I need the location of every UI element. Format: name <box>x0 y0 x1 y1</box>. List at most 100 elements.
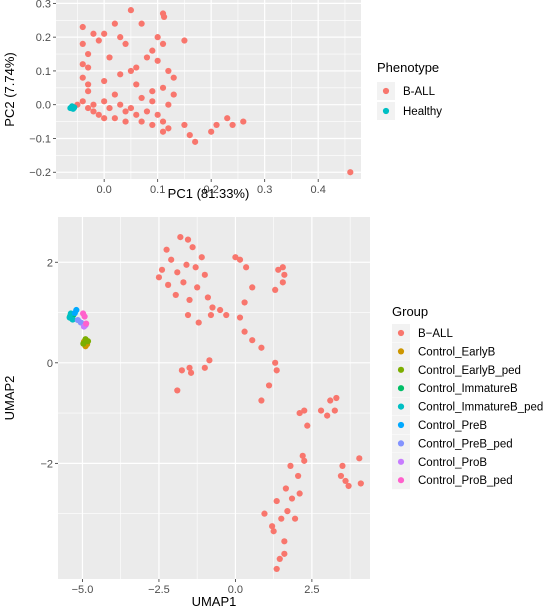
y-tick-label: −2 <box>40 458 53 470</box>
data-point <box>117 71 124 78</box>
data-point <box>85 50 92 58</box>
data-point <box>168 256 175 263</box>
data-point <box>143 108 151 115</box>
y-tick-label: −0.2 <box>29 167 51 179</box>
data-point <box>184 236 192 243</box>
data-point <box>186 364 193 371</box>
data-point <box>209 304 216 311</box>
data-point <box>331 407 338 414</box>
data-point <box>273 497 280 505</box>
data-point <box>281 538 288 545</box>
data-point <box>101 115 108 122</box>
data-point <box>232 254 239 261</box>
data-point <box>181 37 188 44</box>
data-point <box>159 84 167 91</box>
data-point <box>122 40 129 48</box>
data-point <box>194 284 201 291</box>
legend-label: Control_EarlyB <box>418 346 496 358</box>
legend-label: Control_PreB <box>418 420 487 432</box>
data-point <box>236 314 244 321</box>
data-point <box>90 30 97 37</box>
legend-key <box>397 329 405 337</box>
legend-label: B-ALL <box>403 86 436 98</box>
x-tick-label: 0.2 <box>204 184 219 196</box>
data-point <box>127 104 135 112</box>
data-point <box>133 64 140 71</box>
legend-key <box>397 385 405 392</box>
data-point <box>95 111 102 118</box>
data-point <box>357 480 364 487</box>
data-point <box>85 88 92 95</box>
y-tick-label: 0 <box>47 358 53 370</box>
data-point <box>192 138 199 145</box>
data-point <box>284 508 291 515</box>
data-point <box>275 266 282 273</box>
data-point <box>174 269 181 276</box>
data-point <box>159 128 167 135</box>
legend-label: Control_ImmatureB <box>418 383 518 395</box>
data-point <box>154 57 161 64</box>
data-point <box>339 462 346 469</box>
y-tick-label: 0.1 <box>36 66 51 78</box>
data-point <box>345 482 352 490</box>
data-point <box>189 244 196 251</box>
data-point <box>106 54 113 61</box>
x-tick-label: −5.0 <box>72 584 94 596</box>
data-point <box>317 407 325 414</box>
data-point <box>122 118 129 125</box>
y-tick-label: 0.2 <box>36 32 51 44</box>
data-point <box>282 485 289 492</box>
data-point <box>195 319 202 326</box>
data-point <box>241 299 248 306</box>
legend-key <box>397 366 405 373</box>
data-point <box>101 77 108 85</box>
data-point <box>122 108 129 115</box>
data-point <box>79 40 86 48</box>
data-point <box>85 81 92 88</box>
data-point <box>204 294 211 301</box>
data-point <box>127 7 135 14</box>
data-point <box>111 91 118 98</box>
data-point <box>85 104 92 112</box>
data-point <box>174 387 181 394</box>
data-point <box>170 91 177 98</box>
data-point <box>180 279 187 286</box>
data-point <box>281 550 288 557</box>
x-tick-label: 0.4 <box>311 184 326 196</box>
data-point <box>347 169 354 176</box>
data-point <box>327 397 334 404</box>
data-point <box>165 67 172 75</box>
data-point <box>217 306 224 314</box>
legend-key <box>382 107 390 115</box>
data-point <box>101 98 108 105</box>
x-axis-title: PC1 (81.33%) <box>168 186 250 201</box>
data-point <box>154 34 161 41</box>
data-point <box>79 98 86 105</box>
data-point <box>291 515 299 522</box>
data-point <box>265 382 273 389</box>
data-point <box>160 13 168 20</box>
data-point <box>273 565 280 573</box>
data-point <box>258 344 265 351</box>
data-point <box>79 61 86 68</box>
data-point <box>95 37 102 44</box>
data-point <box>276 555 283 562</box>
data-point <box>192 264 199 271</box>
data-point <box>207 311 215 319</box>
x-tick-label: −2.5 <box>148 584 170 596</box>
data-point <box>270 528 277 535</box>
data-point <box>79 23 86 31</box>
data-point <box>138 94 145 102</box>
data-point <box>117 34 124 41</box>
data-point <box>158 266 166 273</box>
data-point <box>208 128 215 135</box>
data-point <box>154 111 161 118</box>
x-tick-label: 0.1 <box>150 184 165 196</box>
data-point <box>186 296 193 304</box>
data-point <box>324 412 331 419</box>
data-point <box>165 281 172 288</box>
data-point <box>206 357 213 364</box>
legend-key <box>397 421 405 429</box>
data-point <box>356 455 363 462</box>
data-point <box>258 397 265 404</box>
